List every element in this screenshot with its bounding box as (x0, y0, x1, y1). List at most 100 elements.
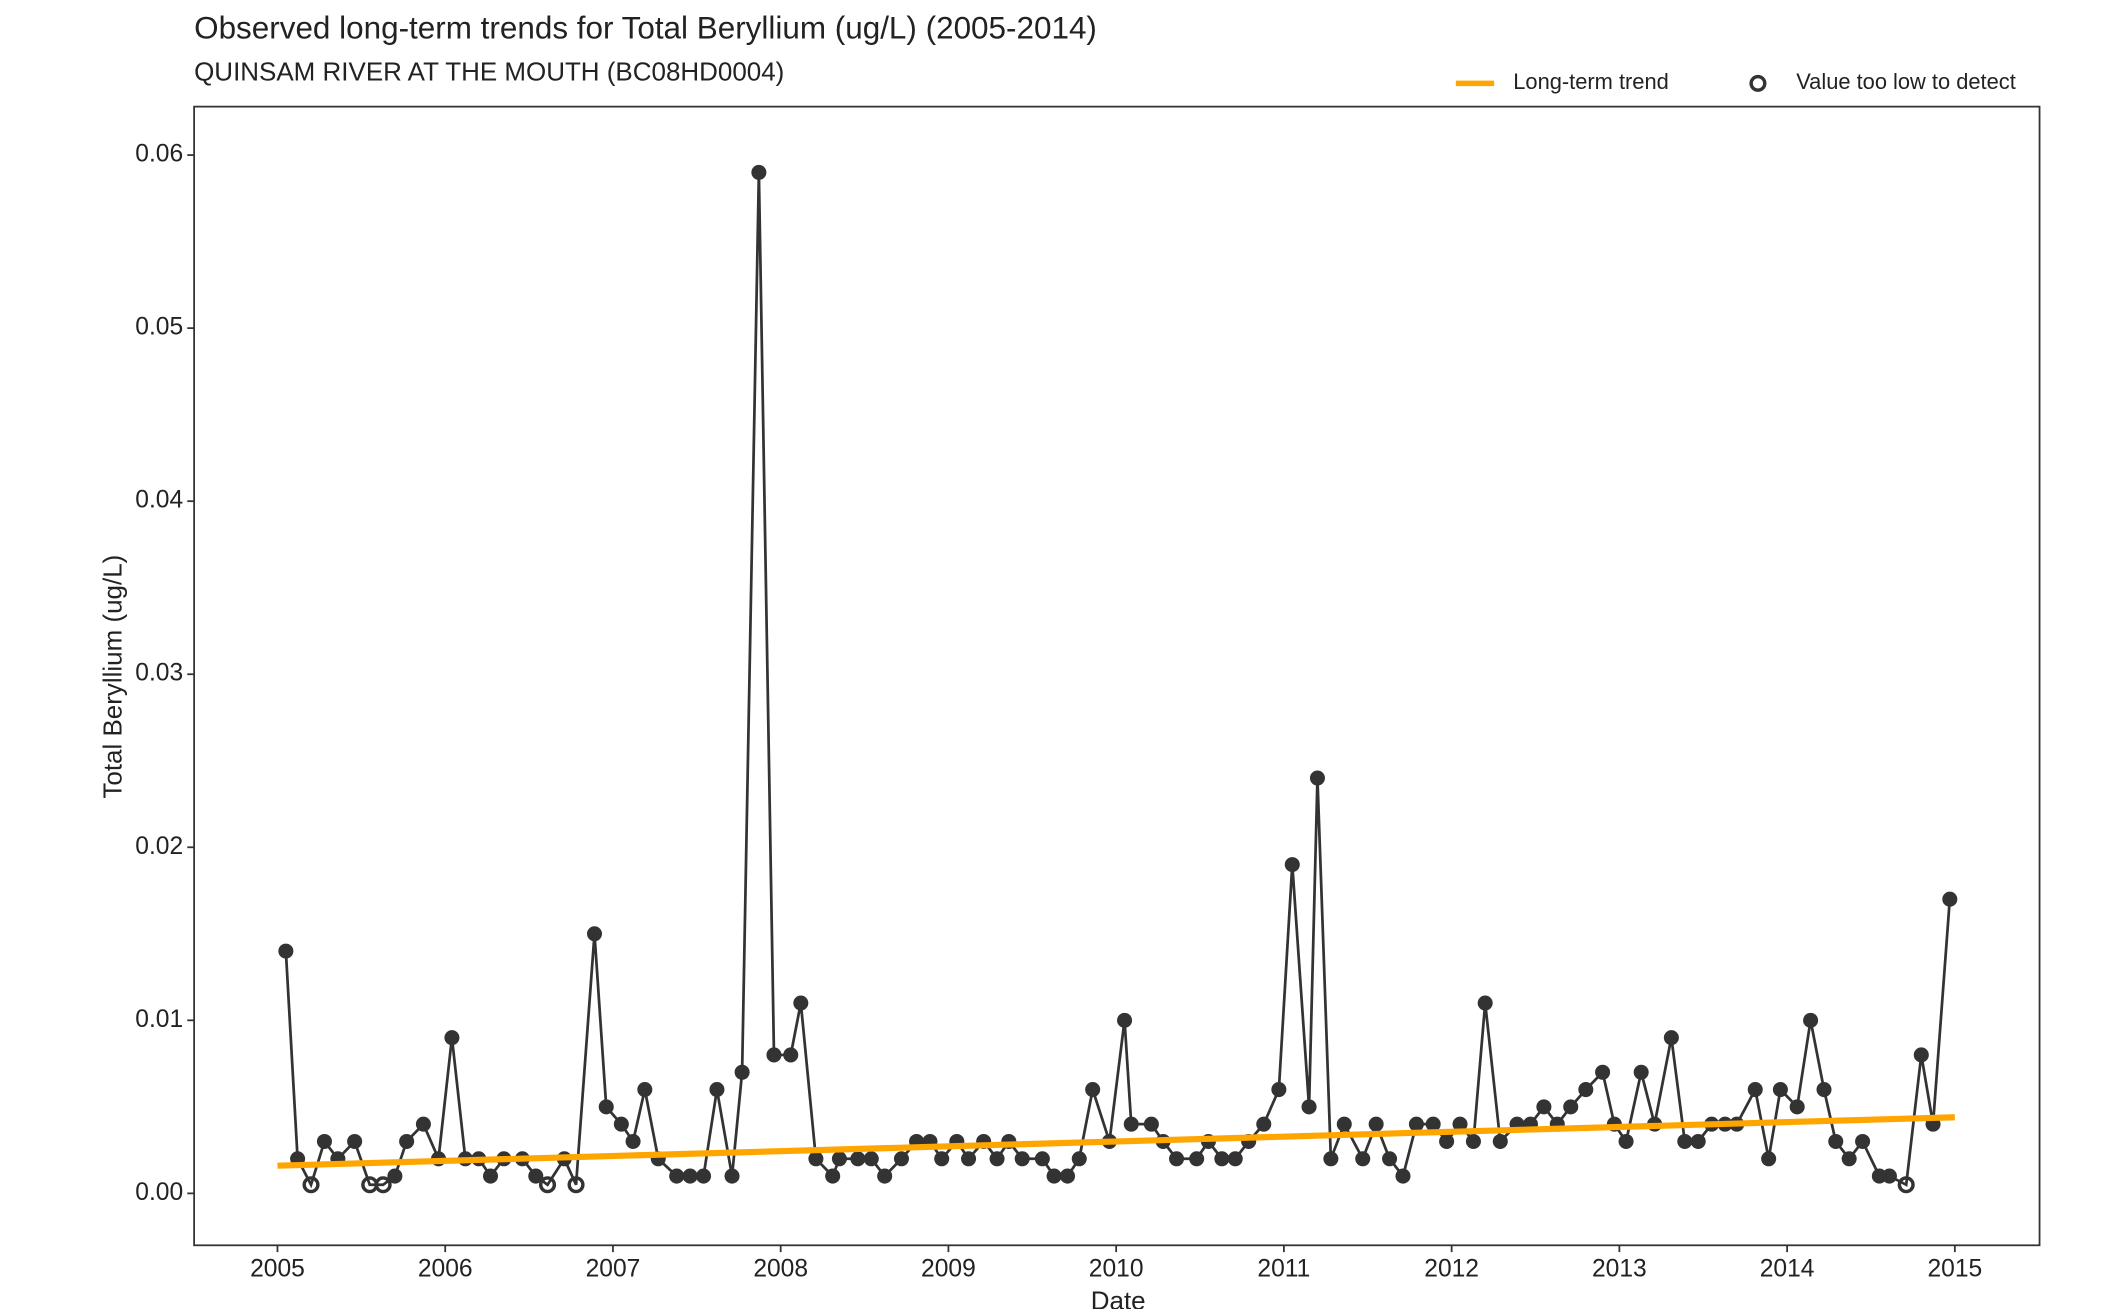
point (637, 1082, 653, 1098)
point (415, 1116, 431, 1132)
point (1425, 1116, 1441, 1132)
point (347, 1133, 363, 1149)
point (528, 1168, 544, 1184)
point-below-detection (567, 1176, 585, 1194)
point (1633, 1064, 1649, 1080)
point (1169, 1151, 1185, 1167)
point (1408, 1116, 1424, 1132)
point (1816, 1082, 1832, 1098)
trend-line (277, 1114, 1955, 1169)
point (766, 1047, 782, 1063)
point (1477, 995, 1493, 1011)
point (1395, 1168, 1411, 1184)
point (1761, 1151, 1777, 1167)
x-tick-label: 2005 (250, 1255, 305, 1282)
point-below-detection (538, 1176, 557, 1194)
point (893, 1151, 909, 1167)
point (1309, 770, 1325, 786)
legend-label: Value too low to detect (1796, 69, 2016, 94)
point (961, 1151, 977, 1167)
point (1465, 1133, 1481, 1149)
point (598, 1099, 614, 1115)
x-tick-label: 2015 (1927, 1255, 1982, 1282)
point (724, 1168, 740, 1184)
point (1382, 1151, 1398, 1167)
x-tick-label: 2010 (1089, 1255, 1144, 1282)
x-tick-label: 2013 (1592, 1255, 1647, 1282)
y-tick-label: 0.00 (135, 1179, 183, 1206)
point (934, 1151, 950, 1167)
point (1618, 1133, 1634, 1149)
point (1841, 1151, 1857, 1167)
point (1256, 1116, 1272, 1132)
legend-marker (1749, 74, 1767, 92)
point (278, 943, 294, 959)
point (1772, 1082, 1788, 1098)
x-tick-label: 2008 (753, 1255, 808, 1282)
x-axis-label: Date (1091, 1286, 1146, 1309)
point (793, 995, 809, 1011)
x-tick-label: 2007 (586, 1255, 641, 1282)
point (1942, 891, 1958, 907)
point (989, 1151, 1005, 1167)
point (1690, 1133, 1706, 1149)
point (1855, 1133, 1871, 1149)
point (482, 1168, 499, 1184)
point (1014, 1151, 1030, 1167)
chart-title: Observed long-term trends for Total Bery… (194, 10, 1097, 45)
point (783, 1047, 799, 1063)
point (1536, 1099, 1552, 1115)
y-tick-label: 0.01 (135, 1006, 183, 1033)
point-below-detection (374, 1176, 392, 1194)
point (1046, 1168, 1062, 1184)
point (1034, 1151, 1050, 1167)
x-tick-label: 2006 (418, 1255, 473, 1282)
point (1663, 1030, 1679, 1046)
point (316, 1133, 332, 1149)
point (1595, 1064, 1611, 1080)
point (734, 1064, 750, 1080)
point (831, 1151, 847, 1167)
point (877, 1168, 893, 1184)
point (1117, 1012, 1133, 1028)
legend-label: Long-term trend (1513, 69, 1669, 94)
point (586, 926, 603, 942)
point (696, 1168, 712, 1184)
x-tick-label: 2009 (921, 1255, 976, 1282)
point (825, 1168, 841, 1184)
point (1336, 1116, 1352, 1132)
point (1284, 857, 1300, 873)
point (613, 1116, 629, 1132)
point (751, 164, 767, 180)
point (387, 1168, 403, 1184)
point (1271, 1082, 1287, 1098)
point (850, 1151, 866, 1167)
y-tick-label: 0.04 (135, 487, 183, 514)
point (1803, 1012, 1819, 1028)
point (1214, 1151, 1230, 1167)
plot-frame (193, 105, 2041, 1247)
point (863, 1151, 879, 1167)
point (1492, 1133, 1508, 1149)
chart-subtitle: QUINSAM RIVER AT THE MOUTH (BC08HD0004) (194, 57, 784, 87)
data-line (284, 172, 1952, 1189)
point (1368, 1116, 1384, 1132)
point (1881, 1168, 1897, 1184)
point (669, 1168, 685, 1184)
point (625, 1133, 641, 1149)
y-tick-label: 0.06 (135, 141, 183, 168)
point-below-detection (1897, 1176, 1915, 1194)
y-tick-label: 0.02 (135, 833, 183, 860)
x-tick-label: 2014 (1760, 1255, 1815, 1282)
point (1677, 1133, 1693, 1149)
point (1439, 1133, 1455, 1149)
point (1563, 1099, 1579, 1115)
point (1452, 1116, 1468, 1132)
point (1227, 1151, 1243, 1167)
x-tick-label: 2012 (1424, 1255, 1479, 1282)
point (1189, 1151, 1205, 1167)
point (399, 1133, 415, 1149)
point (1123, 1116, 1139, 1132)
